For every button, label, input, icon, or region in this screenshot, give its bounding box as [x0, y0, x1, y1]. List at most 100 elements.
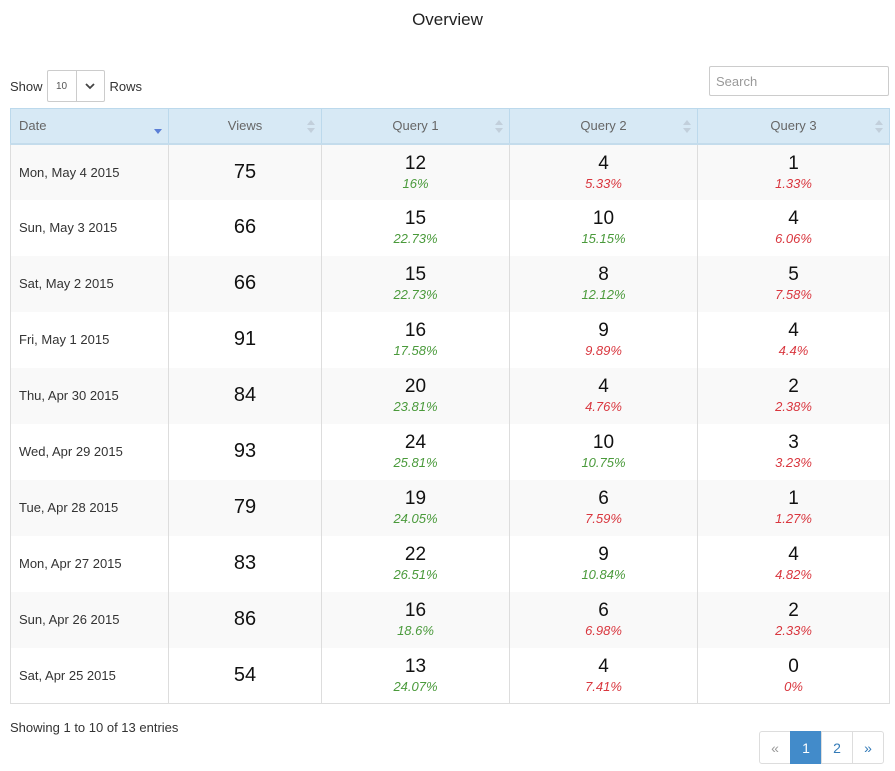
- pagination-page-2[interactable]: 2: [821, 731, 853, 764]
- cell-query-3: 1 1.33%: [697, 143, 890, 200]
- rows-per-page-select[interactable]: 10: [46, 70, 105, 102]
- column-header-query-3[interactable]: Query 3: [697, 108, 890, 145]
- table-row: Sun, May 3 2015 66 15 22.73% 10 15.15% 4 6.06%: [10, 199, 890, 256]
- query-count: 15: [404, 264, 427, 285]
- cell-query-3: 4 4.82%: [697, 535, 890, 592]
- query-percent: 2.33%: [775, 623, 812, 638]
- query-percent: 7.59%: [585, 511, 622, 526]
- query-percent: 4.82%: [775, 567, 812, 582]
- column-header-query-1[interactable]: Query 1: [321, 108, 510, 145]
- query-count: 4: [598, 655, 609, 677]
- query-count: 22: [404, 544, 427, 565]
- date-value: Tue, Apr 28 2015: [19, 500, 119, 515]
- rows-label: Rows: [109, 78, 143, 94]
- query-percent: 2.38%: [775, 399, 812, 414]
- data-table: Date Views Query 1 Query 2: [10, 108, 890, 704]
- cell-date: Sun, May 3 2015: [10, 199, 169, 256]
- query-percent: 23.81%: [393, 399, 438, 414]
- query-count: 5: [788, 264, 799, 285]
- query-count: 6: [598, 600, 609, 621]
- table-row: Sat, Apr 25 2015 54 13 24.07% 4 7.41% 0 0%: [10, 647, 890, 704]
- cell-views: 86: [168, 591, 322, 648]
- column-header-date[interactable]: Date: [10, 108, 169, 145]
- query-count: 12: [404, 152, 427, 174]
- show-label: Show: [10, 78, 43, 94]
- column-header-query-2[interactable]: Query 2: [509, 108, 698, 145]
- cell-query-1: 20 23.81%: [321, 367, 510, 424]
- query-percent: 15.15%: [581, 231, 626, 246]
- cell-query-2: 6 7.59%: [509, 479, 698, 536]
- date-value: Mon, May 4 2015: [19, 164, 120, 180]
- query-count: 6: [598, 488, 609, 509]
- cell-query-1: 24 25.81%: [321, 423, 510, 480]
- table-row: Mon, Apr 27 2015 83 22 26.51% 9 10.84% 4 4.82%: [10, 535, 890, 592]
- table-row: Sat, May 2 2015 66 15 22.73% 8 12.12% 5 7.58%: [10, 255, 890, 312]
- chevron-down-icon[interactable]: [75, 71, 104, 101]
- cell-query-2: 4 4.76%: [509, 367, 698, 424]
- cell-query-3: 5 7.58%: [697, 255, 890, 312]
- sort-both-icon: [495, 120, 503, 133]
- cell-date: Mon, May 4 2015: [10, 143, 169, 200]
- table-body: Mon, May 4 2015 75 12 16% 4 5.33% 1 1.33% Sun, M…: [10, 143, 890, 704]
- query-percent: 1.33%: [775, 175, 812, 191]
- cell-query-1: 19 24.05%: [321, 479, 510, 536]
- query-percent: 3.23%: [775, 455, 812, 470]
- cell-views: 91: [168, 311, 322, 368]
- cell-query-1: 12 16%: [321, 143, 510, 200]
- date-value: Sat, May 2 2015: [19, 276, 114, 291]
- table-header-row: Date Views Query 1 Query 2: [10, 108, 890, 145]
- query-count: 0: [788, 655, 799, 677]
- search-input[interactable]: [709, 66, 889, 96]
- table-row: Thu, Apr 30 2015 84 20 23.81% 4 4.76% 2 2.38%: [10, 367, 890, 424]
- query-count: 4: [788, 544, 799, 565]
- query-percent: 22.73%: [393, 287, 438, 302]
- query-percent: 17.58%: [393, 343, 438, 358]
- column-header-label: Views: [227, 118, 263, 134]
- cell-query-1: 16 17.58%: [321, 311, 510, 368]
- cell-query-2: 4 7.41%: [509, 647, 698, 704]
- pagination-next[interactable]: »: [852, 731, 884, 764]
- query-count: 24: [404, 432, 427, 453]
- sort-both-icon: [307, 120, 315, 133]
- cell-query-2: 10 15.15%: [509, 199, 698, 256]
- pagination-page-1[interactable]: 1: [790, 731, 822, 764]
- cell-date: Sat, Apr 25 2015: [10, 647, 169, 704]
- cell-query-1: 13 24.07%: [321, 647, 510, 704]
- views-value: 83: [233, 552, 257, 574]
- query-count: 9: [598, 544, 609, 565]
- views-value: 66: [233, 216, 257, 238]
- sort-both-icon: [875, 120, 883, 133]
- pagination-previous[interactable]: «: [759, 731, 791, 764]
- cell-date: Mon, Apr 27 2015: [10, 535, 169, 592]
- table-row: Tue, Apr 28 2015 79 19 24.05% 6 7.59% 1 1.27%: [10, 479, 890, 536]
- views-value: 91: [233, 328, 257, 350]
- cell-date: Sat, May 2 2015: [10, 255, 169, 312]
- query-count: 16: [404, 600, 427, 621]
- cell-query-3: 4 4.4%: [697, 311, 890, 368]
- query-percent: 16%: [402, 175, 429, 191]
- date-value: Thu, Apr 30 2015: [19, 388, 119, 403]
- query-count: 20: [404, 376, 427, 397]
- cell-date: Fri, May 1 2015: [10, 311, 169, 368]
- date-value: Sat, Apr 25 2015: [19, 667, 116, 683]
- query-percent: 5.33%: [585, 175, 622, 191]
- query-count: 2: [788, 600, 799, 621]
- views-value: 54: [233, 663, 257, 686]
- table-row: Sun, Apr 26 2015 86 16 18.6% 6 6.98% 2 2.33%: [10, 591, 890, 648]
- query-percent: 24.07%: [393, 678, 438, 694]
- cell-query-3: 0 0%: [697, 647, 890, 704]
- query-percent: 18.6%: [397, 623, 434, 638]
- query-percent: 10.75%: [581, 455, 626, 470]
- query-percent: 26.51%: [393, 567, 438, 582]
- date-value: Fri, May 1 2015: [19, 332, 110, 347]
- query-percent: 22.73%: [393, 231, 438, 246]
- cell-query-3: 1 1.27%: [697, 479, 890, 536]
- date-value: Sun, May 3 2015: [19, 220, 118, 235]
- table-info: Showing 1 to 10 of 13 entries: [10, 720, 179, 735]
- table-row: Wed, Apr 29 2015 93 24 25.81% 10 10.75% 3 3.23%: [10, 423, 890, 480]
- cell-query-2: 4 5.33%: [509, 143, 698, 200]
- query-percent: 24.05%: [393, 511, 438, 526]
- column-header-views[interactable]: Views: [168, 108, 322, 145]
- date-value: Mon, Apr 27 2015: [19, 556, 122, 571]
- cell-views: 84: [168, 367, 322, 424]
